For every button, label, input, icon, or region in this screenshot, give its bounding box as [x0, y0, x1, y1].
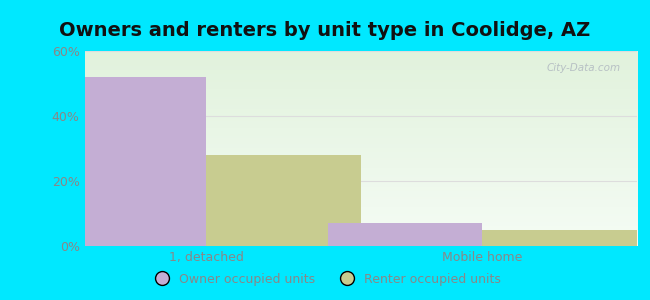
Legend: Owner occupied units, Renter occupied units: Owner occupied units, Renter occupied un…	[144, 268, 506, 291]
Bar	[328, 223, 482, 246]
Text: Owners and renters by unit type in Coolidge, AZ: Owners and renters by unit type in Cooli…	[59, 21, 591, 40]
Bar	[482, 230, 637, 246]
Bar	[51, 77, 206, 246]
Text: City-Data.com: City-Data.com	[546, 63, 620, 73]
Bar	[206, 155, 361, 246]
